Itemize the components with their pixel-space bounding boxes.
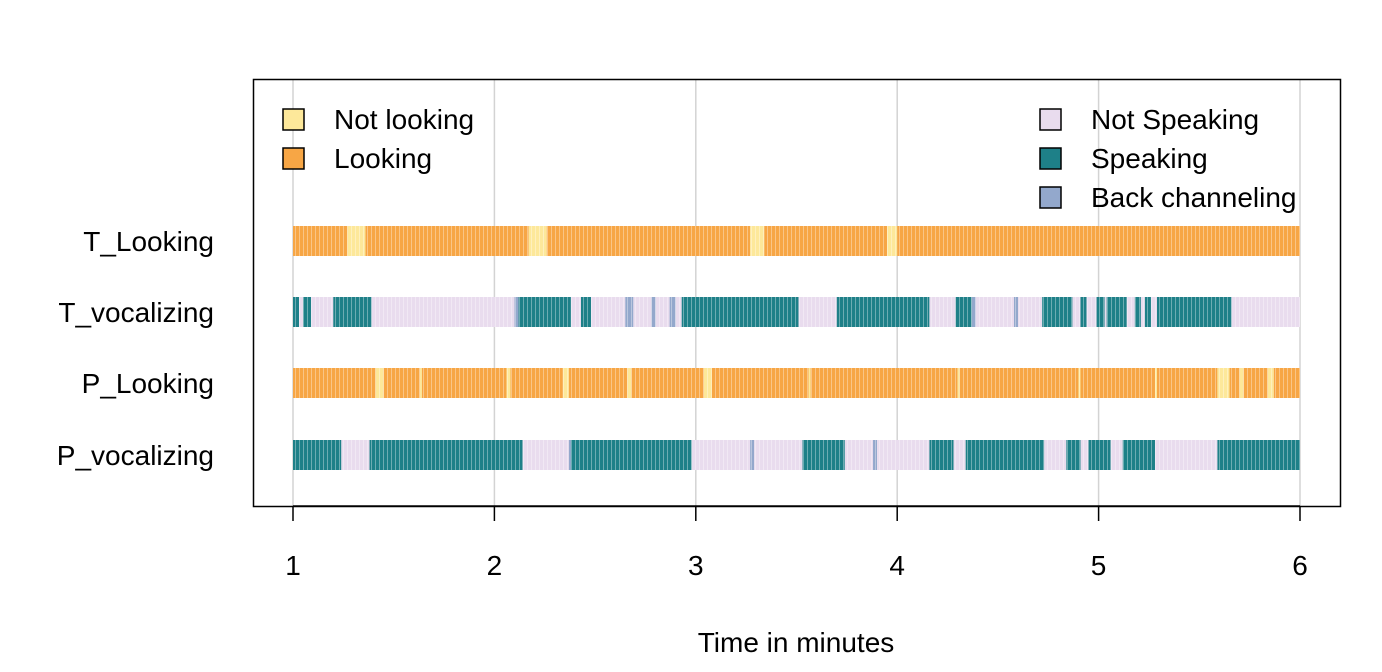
legend-swatch-not-looking <box>282 108 305 131</box>
row-texture <box>293 440 1300 470</box>
row-texture <box>293 297 1300 327</box>
legend-top-right: Not Speaking Speaking Back channeling <box>1039 104 1296 213</box>
row-labels: T_Looking T_vocalizing P_Looking P_vocalizi… <box>57 226 214 471</box>
x-tick-label: 1 <box>285 550 301 581</box>
legend-swatch-not-speaking <box>1039 108 1062 131</box>
x-tick-label: 2 <box>487 550 503 581</box>
x-tick-label: 6 <box>1292 550 1308 581</box>
row-t-looking <box>293 226 1300 256</box>
legend-swatch-speaking <box>1039 147 1062 170</box>
legend-label: Looking <box>334 143 432 174</box>
row-p-looking <box>293 368 1300 398</box>
legend-top-left: Not looking Looking <box>282 104 474 174</box>
legend-label: Not looking <box>334 104 474 135</box>
x-tick-label: 4 <box>889 550 905 581</box>
row-label: T_Looking <box>83 226 214 257</box>
legend-label: Back channeling <box>1091 182 1296 213</box>
row-texture <box>293 368 1300 398</box>
plot-frame <box>252 78 1342 508</box>
row-label: P_vocalizing <box>57 440 214 471</box>
x-axis-title: Time in minutes <box>698 627 895 658</box>
x-axis: 1 2 3 4 5 6 <box>285 505 1308 581</box>
legend-swatch-looking <box>282 147 305 170</box>
grid-lines <box>292 80 1301 506</box>
row-t-vocalizing <box>293 297 1300 327</box>
legends: Not looking Looking Not Speaking Speaking Ba… <box>282 104 1296 213</box>
timeline-bars <box>293 226 1300 470</box>
row-label: P_Looking <box>82 368 214 399</box>
row-texture <box>293 226 1300 256</box>
legend-label: Not Speaking <box>1091 104 1259 135</box>
row-label: T_vocalizing <box>58 297 214 328</box>
x-tick-label: 3 <box>688 550 704 581</box>
legend-label: Speaking <box>1091 143 1208 174</box>
x-tick-label: 5 <box>1091 550 1107 581</box>
row-p-vocalizing <box>293 440 1300 470</box>
legend-swatch-back-channeling <box>1039 186 1062 209</box>
